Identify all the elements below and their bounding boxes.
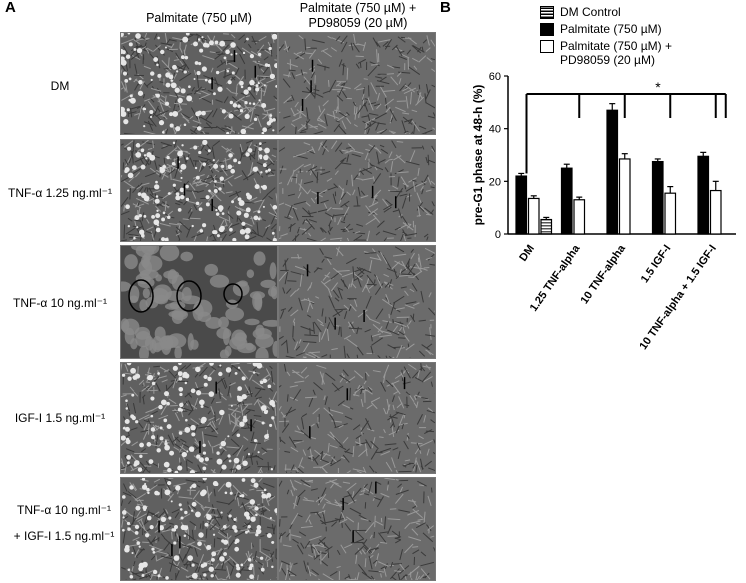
- panel-a-letter: A: [5, 0, 16, 16]
- x-tick-label: 10 TNF-alpha + 1.5 IGF-I: [637, 243, 719, 352]
- micrograph-r1-c1: [120, 32, 278, 135]
- column-header-palmitate: Palmitate (750 µM): [146, 11, 252, 25]
- bar: [651, 160, 664, 235]
- bar: [697, 155, 710, 235]
- micrograph-r4-c2: [278, 362, 436, 474]
- bar: [606, 109, 619, 235]
- y-axis-label: pre-G1 phase at 48-h (%): [471, 85, 485, 226]
- row-label-tnf-10: TNF-α 10 ng.ml⁻¹: [13, 296, 107, 310]
- legend-label-palmitate-pd: Palmitate (750 µM) +: [560, 39, 672, 53]
- bar: [573, 199, 586, 235]
- x-tick-label: 1.25 TNF-alpha: [528, 242, 583, 314]
- y-tick-label: 0: [495, 229, 501, 241]
- row-label-dm: DM: [50, 79, 70, 93]
- bar: [515, 175, 528, 235]
- micrograph-r2-c1: [120, 139, 278, 242]
- micrograph-r5-c1: [120, 477, 278, 581]
- legend-label-dm-control: DM Control: [560, 5, 621, 19]
- legend-swatch-dm-control: [540, 6, 554, 19]
- y-tick-label: 20: [489, 176, 501, 188]
- column-header-palmitate-pd: Palmitate (750 µM) +: [299, 1, 417, 15]
- micrograph-r2-c2: [278, 139, 436, 242]
- micrograph-r5-c2: [278, 477, 436, 581]
- bar: [560, 167, 573, 235]
- bar-chart: 0 20 40 60 pre-G1 phase at 48-h (%) DM1.25 TN…: [471, 71, 736, 352]
- x-tick-label: 1.5 IGF-I: [639, 243, 674, 285]
- row-label-igf: IGF-I 1.5 ng.ml⁻¹: [14, 411, 106, 425]
- panel-b-letter: B: [440, 0, 451, 16]
- x-tick-label: 10 TNF-alpha: [579, 242, 629, 306]
- y-tick-label: 40: [489, 124, 501, 136]
- x-tick-label: DM: [517, 243, 537, 264]
- bar: [618, 158, 631, 235]
- micrograph-r4-c1: [120, 362, 278, 474]
- row-label-tnf-igf-line2: + IGF-I 1.5 ng.ml⁻¹: [13, 529, 115, 543]
- legend-swatch-palmitate-pd: [540, 40, 554, 53]
- bar: [527, 197, 540, 235]
- row-label-tnf-1-25: TNF-α 1.25 ng.ml⁻¹: [8, 186, 112, 200]
- bar: [540, 218, 553, 235]
- row-label-tnf-igf-line1: TNF-α 10 ng.ml⁻¹: [17, 503, 111, 517]
- bar: [709, 189, 722, 235]
- legend-label-pd98059: PD98059 (20 µM): [560, 53, 655, 67]
- y-tick-label: 60: [489, 71, 501, 83]
- legend-swatch-palmitate: [540, 23, 554, 36]
- legend-label-palmitate: Palmitate (750 µM): [560, 22, 662, 36]
- micrograph-r3-c2: [278, 245, 436, 359]
- column-header-pd98059: PD98059 (20 µM): [308, 16, 408, 30]
- significance-star: *: [655, 79, 661, 95]
- micrograph-r3-c1: [120, 245, 278, 359]
- micrograph-r1-c2: [278, 32, 436, 135]
- bar: [664, 192, 677, 235]
